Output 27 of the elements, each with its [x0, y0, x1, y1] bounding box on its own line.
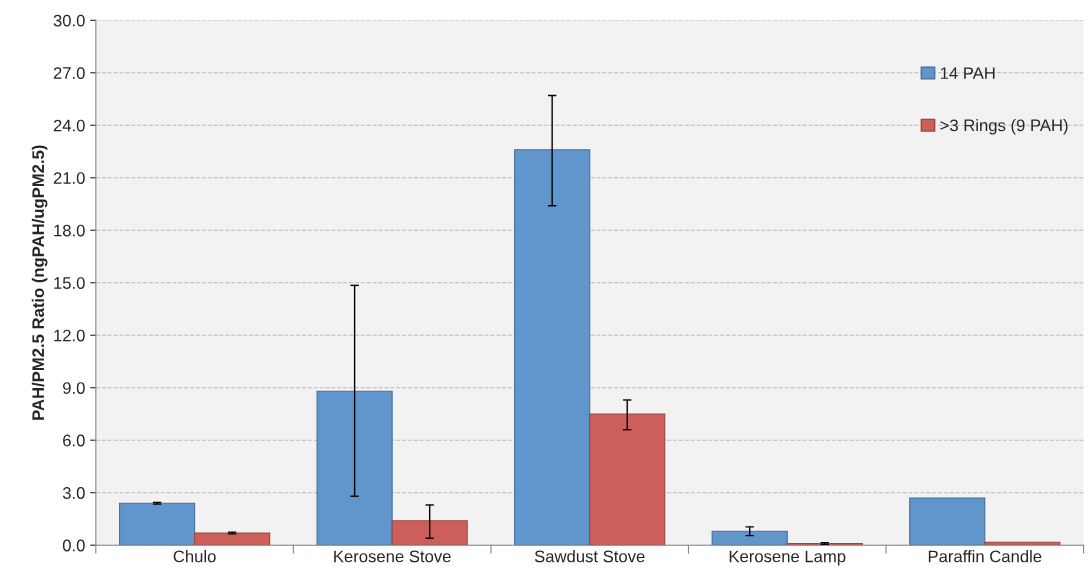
bar [194, 532, 271, 546]
x-tick-label: Paraffin Candle [928, 550, 1042, 563]
y-tick-label: 27.0 [53, 67, 85, 79]
x-tick-label: Kerosene Stove [334, 550, 451, 563]
bar [514, 149, 591, 546]
bar [316, 390, 393, 546]
bar [711, 530, 788, 546]
legend-label: 14 PAH [940, 67, 995, 79]
x-tick-label: Chulo [173, 550, 216, 563]
bar [589, 413, 666, 546]
y-tick-label: 0.0 [62, 539, 85, 552]
y-tick-label: 6.0 [63, 434, 85, 447]
legend-label: >3 Rings (9 PAH) [940, 119, 1068, 135]
y-axis-title: PAH/PM2.5 Ratio (ngPAH/ugPM2.5) [31, 145, 48, 420]
y-tick-label: 21.0 [53, 172, 85, 184]
bar [118, 502, 196, 546]
bar [909, 497, 986, 546]
y-tick-label: 12.0 [54, 329, 85, 342]
bar [391, 520, 468, 546]
y-tick-label: 15.0 [54, 277, 85, 289]
x-tick-label: Sawdust Stove [534, 550, 645, 563]
y-tick-label: 30.0 [53, 14, 85, 27]
y-tick-label: 18.0 [54, 224, 85, 237]
x-tick-label: Kerosene Lamp [729, 550, 846, 566]
y-tick-label: 24.0 [53, 119, 85, 132]
y-tick-label: 9.0 [63, 382, 85, 394]
y-tick-label: 3.0 [62, 487, 85, 499]
